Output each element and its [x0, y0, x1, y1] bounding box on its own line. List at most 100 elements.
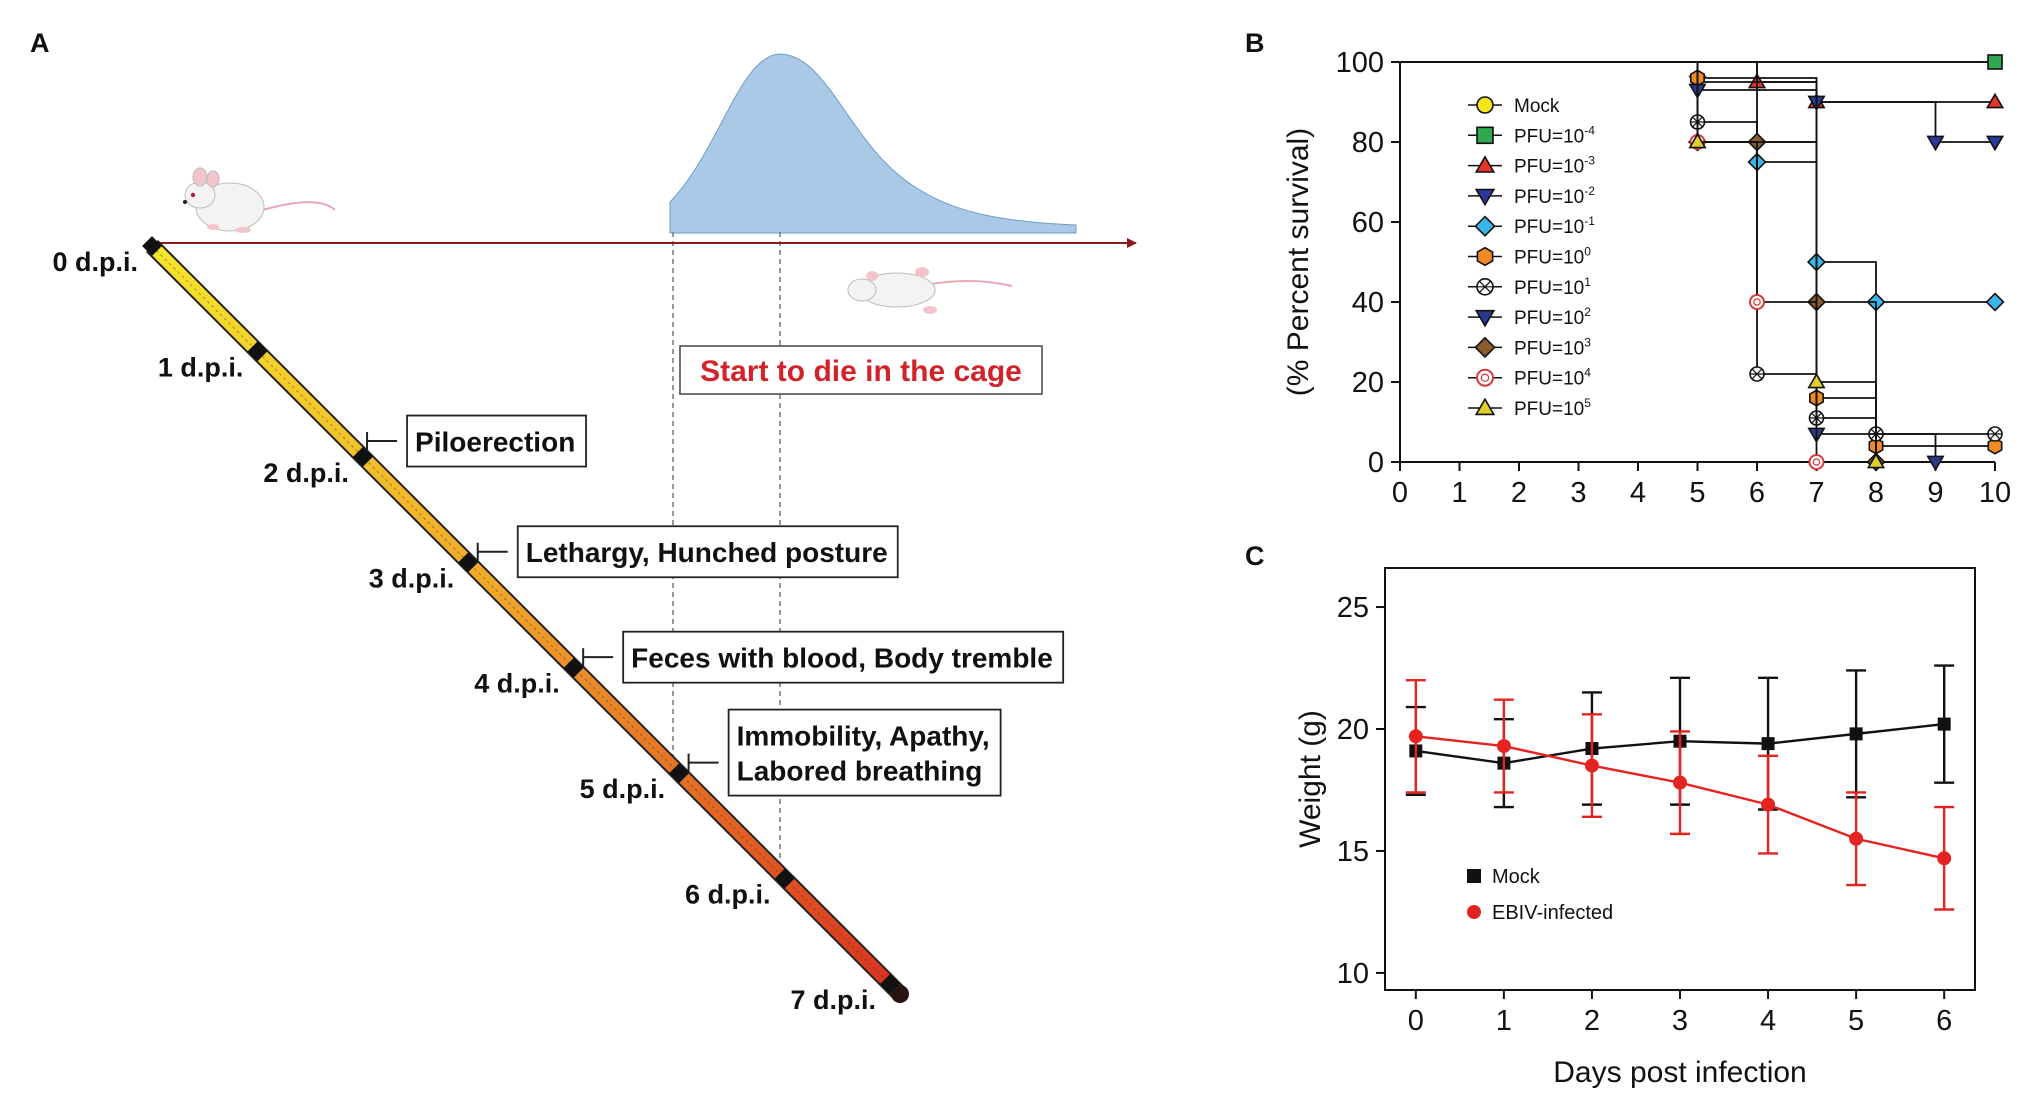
b-point-1-1 — [1987, 54, 2003, 70]
b-legend-label-exp-9: 4 — [1584, 366, 1591, 380]
b-point-4-5 — [1985, 292, 2005, 312]
b-legend-marker-9-shape — [1476, 368, 1494, 387]
day-tick-7 — [880, 974, 900, 994]
c-ytick-label-10: 10 — [1337, 958, 1369, 990]
b-legend-label-exp-6: 1 — [1584, 275, 1591, 289]
panel-c-label: C — [1245, 541, 1265, 571]
day-tick-5 — [669, 763, 690, 784]
c-point-0-5 — [1849, 727, 1863, 741]
b-point-5-4-shape — [1987, 437, 2003, 455]
b-legend-label-base-10: PFU=10 — [1514, 399, 1584, 420]
death-distribution-curve — [669, 53, 1077, 234]
b-legend-label-base-6: PFU=10 — [1514, 278, 1584, 299]
b-xtick-label-4: 4 — [1630, 477, 1646, 509]
c-point-1-1 — [1496, 739, 1511, 754]
b-legend-label-exp-10: 5 — [1584, 396, 1591, 410]
c-legend-label-0: Mock — [1492, 866, 1541, 888]
symptom-box-1 — [516, 525, 899, 579]
b-point-9-3 — [1808, 454, 1825, 470]
b-legend-label-5: PFU=100 — [1514, 245, 1591, 269]
b-legend-label-exp-5: 0 — [1584, 245, 1591, 259]
b-point-10-1 — [1688, 132, 1707, 149]
c-xtick-label-6: 6 — [1936, 1005, 1952, 1037]
day-label-1: 1 d.p.i. — [158, 352, 244, 382]
b-point-2-3 — [1985, 92, 2005, 109]
b-series-10 — [1400, 61, 1886, 469]
c-legend-marker-0 — [1467, 869, 1481, 883]
b-legend-label-4: PFU=10-1 — [1514, 214, 1595, 238]
panel-a-label: A — [30, 28, 50, 58]
c-series-1 — [1405, 679, 1955, 911]
timeline-bar — [147, 241, 903, 997]
panel-c: C 10 15 20 25 0 1 2 3 4 5 6 Days post infection Weig… — [1245, 541, 1976, 1089]
b-point-9-2-shape — [1749, 294, 1765, 310]
b-xtick-label-1: 1 — [1451, 477, 1467, 509]
c-xtick-label-2: 2 — [1584, 1005, 1600, 1037]
b-series-line-10 — [1400, 61, 1877, 462]
b-legend-label-3: PFU=10-2 — [1514, 184, 1595, 208]
b-ytick-label-100: 100 — [1336, 47, 1384, 79]
b-xtick-label-8: 8 — [1868, 477, 1884, 509]
b-point-7-3 — [1926, 455, 1945, 472]
b-legend-marker-8 — [1474, 336, 1496, 359]
c-y-axis-title: Weight (g) — [1294, 710, 1327, 848]
b-ytick-label-0: 0 — [1368, 447, 1384, 479]
day-tick-1 — [247, 341, 268, 362]
c-legend-label-1: EBIV-infected — [1492, 902, 1613, 924]
c-xtick-label-0: 0 — [1408, 1005, 1424, 1037]
day-label-2: 2 d.p.i. — [263, 458, 349, 488]
b-point-6-2-cross — [1750, 368, 1764, 380]
c-ytick-label-25: 25 — [1337, 592, 1369, 624]
b-legend-marker-2 — [1474, 155, 1496, 173]
b-point-7-3-shape — [1926, 455, 1945, 472]
c-point-1-0 — [1408, 729, 1423, 744]
b-legend-marker-10 — [1474, 397, 1496, 416]
b-legend-marker-10-shape — [1474, 397, 1496, 416]
b-legend-marker-1 — [1476, 126, 1494, 145]
panel-a: A Start to die i — [30, 28, 1137, 1015]
b-series-line-8 — [1400, 61, 1877, 462]
b-legend-marker-6-cross — [1477, 280, 1493, 293]
b-legend-label-2: PFU=10-3 — [1514, 154, 1595, 178]
symptom-text-0-0: Piloerection — [415, 427, 575, 458]
healthy-mouse-icon — [183, 167, 336, 233]
c-point-0-4 — [1761, 737, 1775, 751]
b-xtick-label-7: 7 — [1808, 477, 1824, 509]
b-legend-label-exp-4: -1 — [1584, 214, 1595, 228]
b-legend-marker-9 — [1476, 368, 1494, 387]
b-legend-label-7: PFU=102 — [1514, 305, 1591, 329]
day-label-6: 6 d.p.i. — [685, 880, 771, 910]
b-xtick-label-2: 2 — [1511, 477, 1527, 509]
symptom-text-3-1: Labored breathing — [737, 756, 983, 787]
b-point-3-3-shape — [1926, 135, 1945, 152]
symptom-text-2-0: Feces with blood, Body tremble — [631, 643, 1053, 674]
b-xtick-label-3: 3 — [1570, 477, 1586, 509]
c-x-axis-title: Days post infection — [1553, 1056, 1806, 1089]
b-legend-marker-8-shape — [1474, 336, 1496, 359]
b-point-9-2 — [1749, 294, 1765, 310]
panel-b-label: B — [1245, 28, 1265, 58]
b-legend-marker-0 — [1476, 96, 1494, 114]
day-label-7: 7 d.p.i. — [790, 985, 876, 1015]
b-legend-marker-0-shape — [1476, 96, 1494, 114]
end-dot — [891, 985, 909, 1003]
c-xtick-label-5: 5 — [1848, 1005, 1864, 1037]
die-label: Start to die in the cage — [700, 355, 1022, 388]
b-xtick-label-9: 9 — [1927, 477, 1943, 509]
b-legend-label-6: PFU=101 — [1514, 275, 1591, 299]
b-point-5-4 — [1987, 437, 2003, 455]
c-point-1-2 — [1584, 758, 1599, 773]
b-point-10-2 — [1807, 372, 1826, 389]
day-tick-0 — [142, 236, 162, 256]
b-point-6-5-cross — [1988, 428, 2002, 440]
sick-mouse-icon — [847, 267, 1013, 314]
b-legend-label-10: PFU=105 — [1514, 396, 1591, 420]
c-point-0-6 — [1937, 717, 1951, 731]
b-legend-marker-4 — [1474, 215, 1496, 237]
b-legend-marker-5 — [1476, 246, 1494, 267]
c-point-1-3 — [1673, 775, 1687, 790]
symptom-box-3 — [727, 708, 1002, 797]
b-legend-label-exp-2: -3 — [1584, 154, 1595, 168]
b-xtick-label-6: 6 — [1749, 477, 1765, 509]
